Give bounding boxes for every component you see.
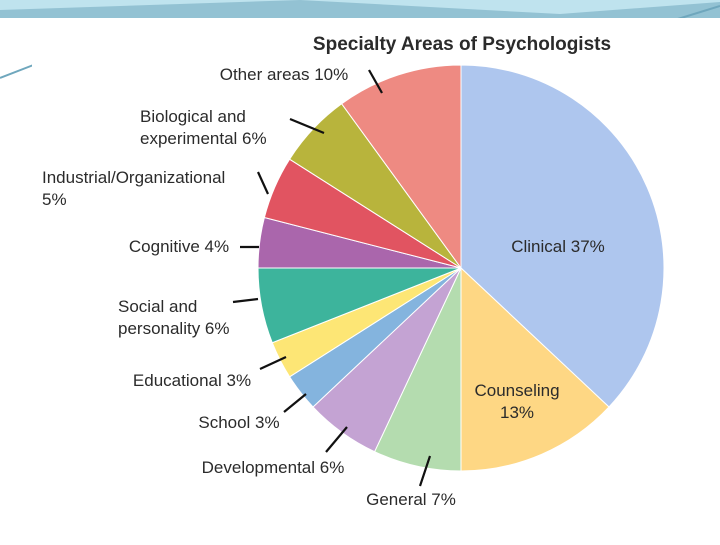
leader-line [325,426,348,453]
slice-label: Other areas 10% [220,65,349,84]
slice-label-line: Cognitive 4% [129,237,229,256]
slice-label-line: General 7% [366,490,456,509]
slice-label: Educational 3% [133,371,251,390]
slice-label-line: Other areas 10% [220,65,349,84]
leader-line [283,393,307,413]
slice-label: Cognitive 4% [129,237,229,256]
slice-label-line: Social and [118,297,197,316]
pie-slice [340,64,462,270]
slice-label: Developmental 6% [202,458,345,477]
slice-label: Industrial/Organizational 5% [42,168,225,209]
slice-label-line: Industrial/Organizational [42,168,225,187]
slice-label-line: Biological and [140,107,246,126]
slice-label: Biological and experimental 6% [140,107,267,148]
leader-line [418,455,432,487]
slice-label-line: Counseling [474,381,559,400]
slice-label-line: School 3% [198,413,279,432]
leader-line [256,171,270,195]
slice-label: General 7% [366,490,456,509]
slice-label-line: Educational 3% [133,371,251,390]
slice-label-line: Developmental 6% [202,458,345,477]
slice-label-line: 13% [500,403,534,422]
slice-label-line: 5% [42,190,67,209]
leader-line [232,297,259,304]
pie-slice [460,64,665,408]
left-accent-line [0,63,37,79]
slice-labels: Clinical 37% Counseling 13% General 7% Devel… [42,65,605,509]
leader-line [259,356,287,370]
slice-label-line: experimental 6% [140,129,267,148]
pie-slice [460,266,610,472]
slice-label-line: personality 6% [118,319,230,338]
leader-lines [232,69,432,487]
leader-line [368,69,383,94]
slice-label: School 3% [198,413,279,432]
slice-label: Social and personality 6% [118,297,230,338]
slice-label: Counseling 13% [474,381,559,422]
chart-title: Specialty Areas of Psychologists [313,34,611,55]
slice-label-line: Clinical 37% [511,237,605,256]
leader-line [289,117,325,135]
top-wave [0,0,720,18]
pie-slices [257,64,665,472]
slice-label: Clinical 37% [511,237,605,256]
